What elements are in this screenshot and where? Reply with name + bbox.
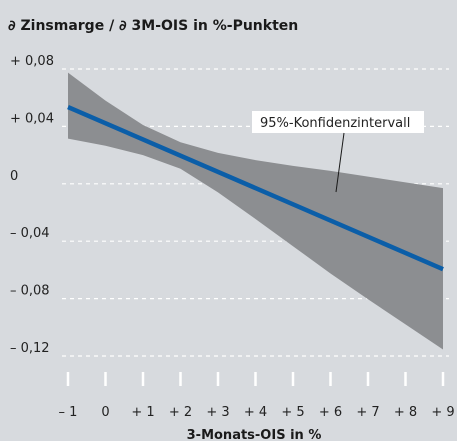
x-tick-label: + 3 [206,405,229,420]
series-line [67,104,444,272]
annotation-background [252,111,424,133]
x-tick-label: + 7 [356,405,379,420]
y-tick-label: – 0,04 [10,226,50,241]
confidence-interval-label: 95%-Konfidenzintervall [260,116,410,131]
confidence-band-group [68,72,443,350]
y-tick-label: – 0,12 [10,341,50,356]
x-tick-label: + 1 [131,405,154,420]
annotation-pointer [335,132,345,193]
y-tick-label: + 0,04 [10,111,54,126]
y-axis-tick-labels: + 0,08 + 0,04 0 – 0,04 – 0,08 – 0,12 [10,54,54,356]
line-series-group [67,104,444,272]
annotation-group: 95%-Konfidenzintervall [252,111,424,193]
x-axis-ticks: – 1 0 + 1 + 2 + 3 + 4 + 5 + 6 + 7 + 8 + 9 [59,372,455,420]
y-tick-label: + 0,08 [10,54,54,69]
confidence-band [68,72,443,350]
y-tick-label: – 0,08 [10,284,50,299]
x-tick-label: – 1 [59,405,78,420]
x-tick-label: + 9 [431,405,454,420]
y-tick-label: 0 [10,169,18,184]
x-tick-label: + 2 [169,405,192,420]
x-tick-label: + 8 [394,405,417,420]
x-tick-label: + 4 [244,405,267,420]
x-tick-label: 0 [101,405,109,420]
x-tick-label: + 5 [281,405,304,420]
chart-title: ∂ Zinsmarge / ∂ 3M-OIS in %-Punkten [8,18,298,34]
x-axis-label: 3-Monats-OIS in % [187,428,322,441]
x-tick-label: + 6 [319,405,342,420]
